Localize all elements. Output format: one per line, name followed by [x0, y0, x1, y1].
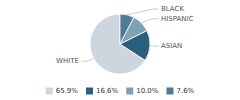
slice-label: HISPANIC	[161, 15, 194, 23]
leader-line	[127, 9, 159, 15]
slice-label: ASIAN	[161, 42, 182, 50]
chart: WHITE ASIAN HISPANIC BLACK 65.9% 16.6% 10.0% 7.…	[0, 0, 240, 100]
legend-swatch	[126, 88, 133, 95]
leader-line	[141, 19, 159, 23]
legend: 65.9% 16.6% 10.0% 7.6%	[46, 87, 195, 95]
legend-label: 16.6%	[96, 87, 119, 95]
slice-label: WHITE	[56, 57, 79, 65]
legend-swatch	[46, 88, 53, 95]
slice-label: BLACK	[161, 5, 184, 13]
pie-slice	[120, 14, 134, 44]
legend-label: 7.6%	[176, 87, 194, 95]
legend-label: 10.0%	[136, 87, 159, 95]
legend-swatch	[86, 88, 93, 95]
slice-labels: WHITE ASIAN HISPANIC BLACK	[56, 5, 194, 65]
legend-swatch	[166, 88, 173, 95]
leader-line	[81, 58, 94, 61]
leader-line	[150, 45, 159, 46]
legend-label: 65.9%	[56, 87, 79, 95]
pie	[90, 14, 150, 74]
